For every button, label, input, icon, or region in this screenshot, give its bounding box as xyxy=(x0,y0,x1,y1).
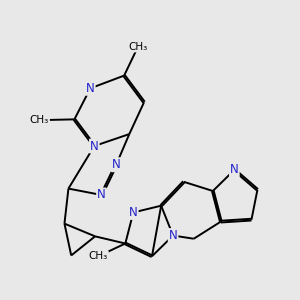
Text: N: N xyxy=(97,188,106,202)
Text: N: N xyxy=(230,164,239,176)
Text: N: N xyxy=(129,206,138,219)
Text: CH₃: CH₃ xyxy=(128,41,148,52)
Text: N: N xyxy=(169,229,178,242)
Text: CH₃: CH₃ xyxy=(88,251,108,261)
Text: N: N xyxy=(112,158,121,171)
Text: N: N xyxy=(86,82,95,95)
Text: CH₃: CH₃ xyxy=(30,115,49,125)
Text: N: N xyxy=(90,140,99,152)
